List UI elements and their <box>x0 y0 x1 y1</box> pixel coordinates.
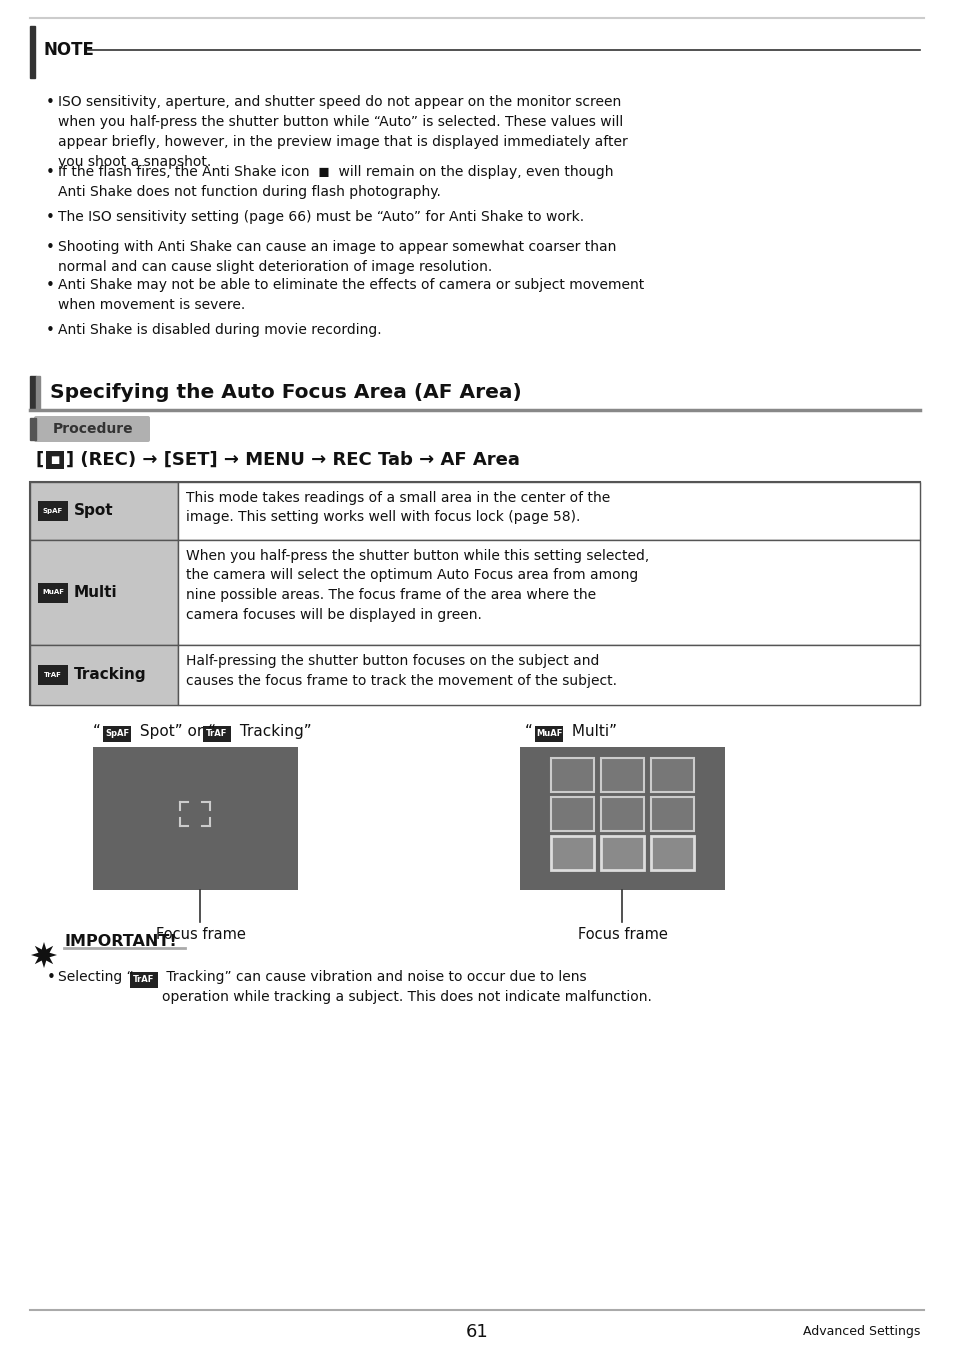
Bar <box>38 582 68 603</box>
Text: Advanced Settings: Advanced Settings <box>801 1326 919 1338</box>
Text: Anti Shake may not be able to eliminate the effects of camera or subject movemen: Anti Shake may not be able to eliminate … <box>58 278 643 312</box>
Text: Half-pressing the shutter button focuses on the subject and
causes the focus fra: Half-pressing the shutter button focuses… <box>186 654 617 688</box>
Bar <box>535 726 562 742</box>
Text: Multi: Multi <box>74 585 117 600</box>
Bar <box>178 645 919 706</box>
Text: Tracking” can cause vibration and noise to occur due to lens
operation while tra: Tracking” can cause vibration and noise … <box>162 970 651 1004</box>
Text: TrAF: TrAF <box>133 976 154 984</box>
Bar <box>30 26 35 77</box>
Text: Anti Shake is disabled during movie recording.: Anti Shake is disabled during movie reco… <box>58 323 381 337</box>
Text: Spot: Spot <box>74 503 113 518</box>
Bar <box>103 726 131 742</box>
Text: •: • <box>46 323 55 338</box>
Bar <box>30 482 919 706</box>
Text: MuAF: MuAF <box>42 589 64 596</box>
Text: TrAF: TrAF <box>44 672 62 678</box>
Bar <box>30 645 178 706</box>
Text: Focus frame: Focus frame <box>577 927 667 942</box>
Text: Multi”: Multi” <box>566 725 617 740</box>
Text: Spot” or “: Spot” or “ <box>135 725 215 740</box>
Text: ■: ■ <box>51 455 59 465</box>
Bar <box>36 376 40 410</box>
Text: •: • <box>46 278 55 293</box>
Bar <box>519 746 724 890</box>
Text: “: “ <box>92 725 101 740</box>
Polygon shape <box>30 942 57 968</box>
Bar <box>600 836 643 870</box>
Bar <box>600 797 643 830</box>
Text: IMPORTANT!: IMPORTANT! <box>64 935 176 950</box>
Text: TrAF: TrAF <box>206 730 228 738</box>
Text: Selecting “: Selecting “ <box>58 970 133 984</box>
Bar <box>178 482 919 540</box>
Bar <box>46 451 64 470</box>
Text: Tracking”: Tracking” <box>234 725 312 740</box>
FancyBboxPatch shape <box>34 417 150 442</box>
Text: If the flash fires, the Anti Shake icon  ◼  will remain on the display, even tho: If the flash fires, the Anti Shake icon … <box>58 166 613 199</box>
Text: 61: 61 <box>465 1323 488 1341</box>
Text: •: • <box>46 210 55 225</box>
Bar <box>650 757 693 791</box>
Bar <box>203 726 231 742</box>
Text: Focus frame: Focus frame <box>155 927 245 942</box>
Text: •: • <box>46 166 55 180</box>
Text: •: • <box>47 970 56 985</box>
Bar <box>600 757 643 791</box>
Text: NOTE: NOTE <box>44 41 94 58</box>
Bar <box>30 418 36 440</box>
Text: SpAF: SpAF <box>105 730 129 738</box>
Text: •: • <box>46 240 55 255</box>
Bar <box>30 482 178 540</box>
Text: This mode takes readings of a small area in the center of the
image. This settin: This mode takes readings of a small area… <box>186 491 610 525</box>
Text: The ISO sensitivity setting (page 66) must be “Auto” for Anti Shake to work.: The ISO sensitivity setting (page 66) mu… <box>58 210 583 224</box>
Text: When you half-press the shutter button while this setting selected,
the camera w: When you half-press the shutter button w… <box>186 550 649 622</box>
Text: Procedure: Procedure <box>52 422 133 436</box>
Bar <box>551 757 594 791</box>
Bar <box>650 836 693 870</box>
Text: Shooting with Anti Shake can cause an image to appear somewhat coarser than
norm: Shooting with Anti Shake can cause an im… <box>58 240 616 274</box>
Bar <box>38 665 68 685</box>
Text: Tracking: Tracking <box>74 668 147 683</box>
Text: “: “ <box>524 725 533 740</box>
Bar <box>650 797 693 830</box>
Bar <box>130 972 158 988</box>
Text: MuAF: MuAF <box>536 730 561 738</box>
Bar <box>38 501 68 521</box>
Text: •: • <box>46 95 55 110</box>
Bar <box>551 836 594 870</box>
Text: [: [ <box>36 451 44 470</box>
Text: SpAF: SpAF <box>43 508 63 514</box>
Bar <box>92 746 297 890</box>
Bar <box>30 376 36 410</box>
Bar <box>551 797 594 830</box>
Bar <box>30 540 178 645</box>
Text: ] (REC) → [SET] → MENU → REC Tab → AF Area: ] (REC) → [SET] → MENU → REC Tab → AF Ar… <box>66 451 519 470</box>
Bar <box>178 540 919 645</box>
Text: ISO sensitivity, aperture, and shutter speed do not appear on the monitor screen: ISO sensitivity, aperture, and shutter s… <box>58 95 627 170</box>
Text: Specifying the Auto Focus Area (AF Area): Specifying the Auto Focus Area (AF Area) <box>50 384 521 403</box>
